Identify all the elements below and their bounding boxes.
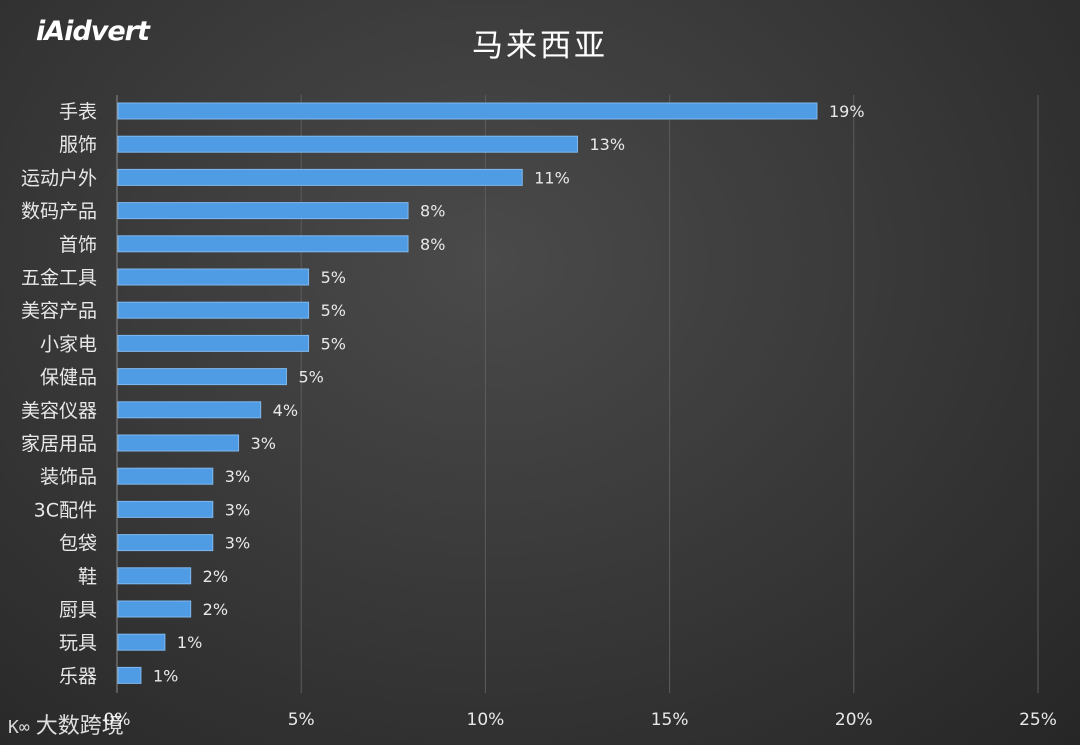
- bar: [117, 500, 214, 518]
- data-label: 1%: [153, 666, 178, 685]
- data-label: 5%: [321, 334, 346, 353]
- category-label: 数码产品: [21, 201, 97, 223]
- category-label: 小家电: [40, 333, 97, 355]
- data-label: 2%: [203, 567, 228, 586]
- category-label: 美容产品: [21, 300, 97, 322]
- data-label: 4%: [273, 401, 298, 420]
- category-label: 保健品: [40, 367, 97, 389]
- data-label: 19%: [829, 102, 865, 121]
- category-label: 运动户外: [21, 167, 97, 189]
- x-tick-label: 10%: [467, 710, 505, 730]
- bar: [117, 268, 310, 286]
- data-label: 3%: [225, 500, 250, 519]
- data-label: 5%: [321, 301, 346, 320]
- chart-title: 马来西亚: [472, 28, 608, 64]
- bar: [117, 600, 192, 618]
- bar: [117, 102, 818, 120]
- data-label: 13%: [590, 135, 626, 154]
- x-tick-label: 5%: [288, 710, 315, 730]
- bar: [117, 434, 240, 452]
- x-tick-label: 15%: [651, 710, 689, 730]
- brand-logo: iAidvert: [36, 16, 150, 47]
- category-label: 首饰: [59, 234, 97, 256]
- bar: [117, 235, 409, 253]
- category-label: 美容仪器: [21, 400, 97, 422]
- category-label: 乐器: [59, 665, 97, 687]
- bar: [117, 401, 262, 419]
- category-label: 五金工具: [21, 267, 97, 289]
- category-label: 3C配件: [34, 499, 97, 521]
- category-label: 手表: [59, 101, 97, 123]
- x-tick-label: 25%: [1019, 710, 1057, 730]
- x-tick-label: 20%: [835, 710, 873, 730]
- bar: [117, 467, 214, 485]
- category-label: 装饰品: [40, 466, 97, 488]
- bar: [117, 334, 310, 352]
- data-label: 3%: [225, 467, 250, 486]
- data-label: 8%: [420, 235, 445, 254]
- data-label: 2%: [203, 600, 228, 619]
- category-label: 鞋: [78, 566, 97, 588]
- bar: [117, 202, 409, 220]
- bar: [117, 301, 310, 319]
- bar: [117, 168, 523, 186]
- bar: [117, 633, 166, 651]
- bar: [117, 567, 192, 585]
- data-label: 8%: [420, 202, 445, 221]
- bar: [117, 666, 142, 684]
- data-label: 11%: [534, 168, 570, 187]
- data-label: 5%: [298, 368, 323, 387]
- bar: [117, 534, 214, 552]
- bar: [117, 368, 287, 386]
- category-label: 厨具: [59, 599, 97, 621]
- data-label: 3%: [225, 534, 250, 553]
- data-label: 3%: [251, 434, 276, 453]
- category-label: 包袋: [59, 533, 97, 555]
- data-label: 5%: [321, 268, 346, 287]
- x-tick-label: 0%: [104, 710, 131, 730]
- watermark-text: 大数跨境: [35, 714, 124, 739]
- category-label: 服饰: [59, 134, 97, 156]
- category-label: 家居用品: [21, 433, 97, 455]
- watermark-icon: K∞: [8, 717, 30, 738]
- category-label: 玩具: [59, 632, 97, 654]
- data-label: 1%: [177, 633, 202, 652]
- watermark: K∞ 大数跨境: [8, 708, 124, 740]
- bar: [117, 135, 578, 153]
